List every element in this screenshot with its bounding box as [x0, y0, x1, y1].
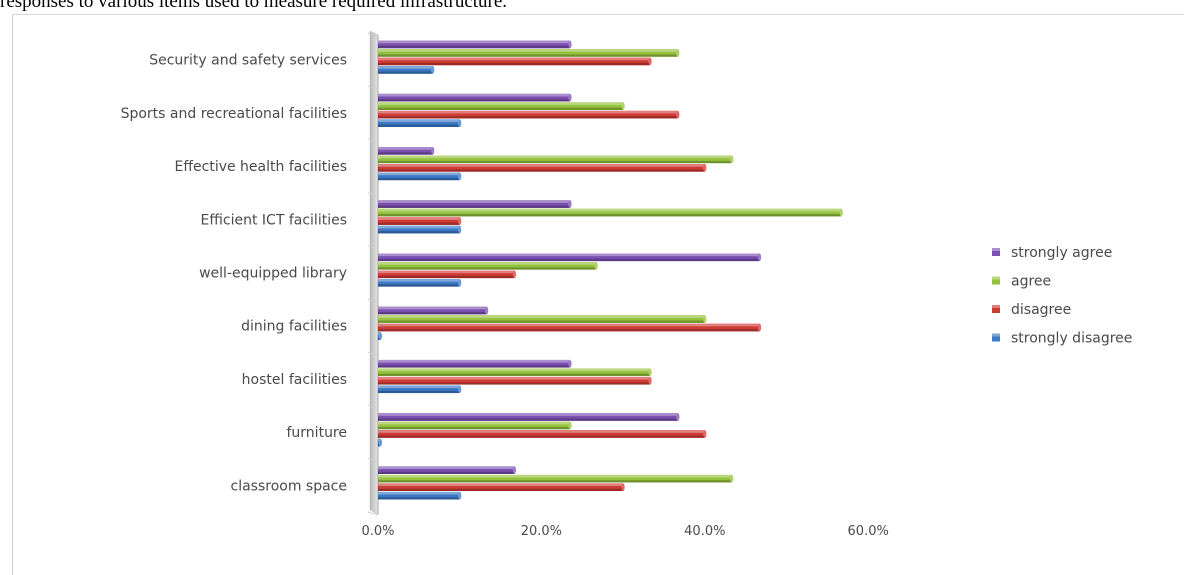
bar-agree	[378, 208, 843, 217]
bar-agree	[378, 421, 572, 430]
bar-disagree	[378, 376, 652, 385]
legend-item-agree: agree	[992, 274, 1051, 290]
axis-side-wall	[369, 30, 379, 515]
bar-strongly-agree	[378, 200, 572, 208]
bar-agree	[378, 474, 734, 483]
bar-agree	[378, 315, 707, 323]
bar-agree	[378, 102, 625, 110]
category-label: classroom space	[231, 478, 348, 494]
bar-strongly-agree	[378, 306, 489, 315]
legend-swatch	[992, 248, 1000, 256]
category-label: furniture	[287, 425, 348, 441]
bar-strongly-agree	[378, 466, 517, 474]
bar-strongly-agree	[378, 359, 572, 368]
bar-strongly-disagree	[378, 225, 462, 234]
legend-label: strongly agree	[1011, 245, 1112, 261]
labels-layer: Security and safety services Sports and r…	[121, 53, 889, 539]
category-divider	[367, 32, 379, 37]
legend-label: disagree	[1011, 302, 1071, 318]
category-divider	[367, 138, 379, 143]
bar-strongly-disagree	[378, 332, 383, 340]
category-label: Effective health facilities	[175, 159, 347, 175]
bar-agree	[378, 155, 734, 164]
x-tick-label: 20.0%	[521, 524, 562, 539]
legend-item-disagree: disagree	[992, 302, 1071, 318]
bar-strongly-agree	[378, 147, 435, 155]
x-tick-label: 0.0%	[361, 524, 394, 539]
legend: strongly agree agree disagree strongly disa…	[992, 245, 1132, 347]
legend-item-strongly-disagree: strongly disagree	[992, 331, 1132, 347]
bar-disagree	[378, 110, 680, 119]
axis-layer	[367, 30, 379, 516]
bar-disagree	[378, 323, 762, 332]
bar-strongly-agree	[378, 413, 680, 421]
bar-agree	[378, 49, 680, 57]
legend-item-strongly-agree: strongly agree	[992, 245, 1112, 261]
category-label: well-equipped library	[199, 266, 347, 282]
category-label: hostel facilities	[242, 372, 347, 388]
category-divider	[367, 192, 379, 197]
bar-agree	[378, 368, 652, 377]
chart-frame	[12, 14, 1184, 575]
bar-disagree	[378, 164, 707, 172]
category-label: Security and safety services	[149, 53, 347, 69]
category-label: Efficient ICT facilities	[201, 212, 347, 228]
category-divider	[367, 405, 379, 410]
category-label: dining facilities	[241, 319, 347, 335]
bar-strongly-disagree	[378, 172, 462, 181]
legend-swatch	[992, 305, 1000, 313]
category-label: Sports and recreational facilities	[121, 106, 347, 122]
legend-label: strongly disagree	[1011, 331, 1132, 347]
category-divider	[367, 458, 379, 463]
legend-label: agree	[1011, 274, 1051, 290]
figure-caption: responses to various items used to measu…	[0, 0, 508, 12]
bar-disagree	[378, 483, 625, 491]
bar-strongly-disagree	[378, 491, 462, 500]
category-divider	[367, 85, 379, 90]
bar-strongly-disagree	[378, 279, 462, 287]
bar-disagree	[378, 57, 652, 66]
bar-strongly-agree	[378, 93, 572, 102]
bar-strongly-agree	[378, 40, 572, 49]
category-divider	[367, 298, 379, 303]
bar-disagree	[378, 270, 517, 279]
category-divider	[367, 511, 379, 516]
x-tick-label: 60.0%	[848, 524, 889, 539]
bar-strongly-agree	[378, 253, 762, 262]
bars-layer	[378, 40, 843, 500]
legend-swatch	[992, 333, 1000, 342]
x-tick-label: 40.0%	[684, 524, 725, 539]
bar-disagree	[378, 430, 707, 438]
bar-strongly-disagree	[378, 119, 462, 127]
category-divider	[367, 351, 379, 356]
bar-disagree	[378, 217, 462, 225]
bar-strongly-disagree	[378, 66, 435, 74]
bar-strongly-disagree	[378, 385, 462, 394]
category-divider	[367, 245, 379, 250]
bar-strongly-disagree	[378, 438, 383, 447]
bar-agree	[378, 262, 598, 270]
legend-swatch	[992, 276, 1000, 285]
